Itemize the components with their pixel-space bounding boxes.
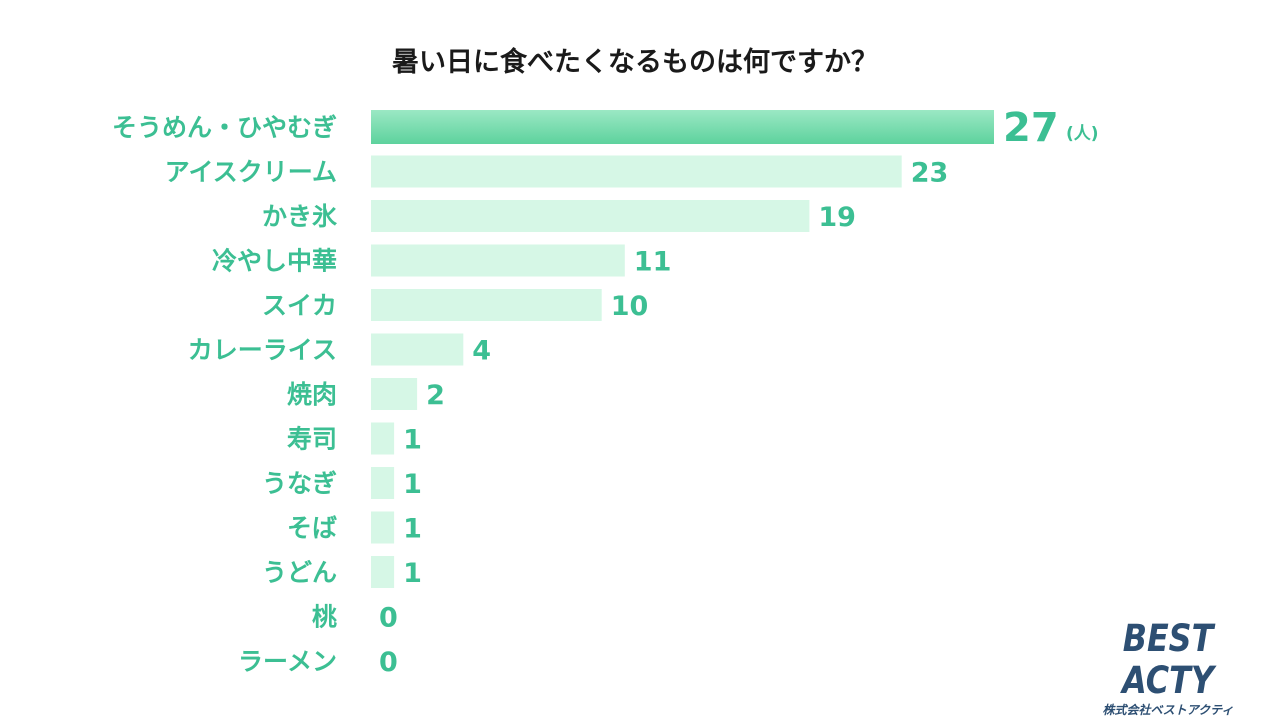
value-label: 1 [403,469,422,500]
company-logo: BEST ACTY 株式会社ベストアクティ [1068,618,1268,718]
bar [371,556,395,588]
logo-company-name: 株式会社ベストアクティ [1102,703,1234,717]
value-label: 1 [403,558,422,589]
value-label: 0 [379,647,398,678]
category-label: 寿司 [287,425,337,454]
value-label: 1 [403,514,422,545]
category-label: アイスクリーム [165,158,337,187]
category-label: スイカ [262,291,337,320]
value-label: 19 [818,202,856,233]
bar [371,333,464,366]
value-label: 10 [611,291,649,322]
bar [371,467,395,499]
bar [371,289,602,321]
value-label: 1 [403,425,422,456]
value-label: 2 [426,380,445,411]
category-label: うどん [262,558,337,587]
category-label: 桃 [312,603,337,632]
category-label: かき氷 [262,202,338,231]
category-label: うなぎ [262,469,337,498]
category-labels: そうめん・ひやむぎアイスクリームかき氷冷やし中華スイカカレーライス焼肉寿司うなぎ… [112,113,338,676]
value-label: 23 [911,158,949,189]
category-label: 焼肉 [287,380,337,409]
chart-title: 暑い日に食べたくなるものは何ですか？ [392,46,878,78]
unit-label: (人) [1066,124,1099,144]
bar [371,155,902,188]
bars-group [371,110,994,588]
value-label: 11 [634,247,672,278]
bar [371,422,395,455]
category-label: 冷やし中華 [212,247,337,276]
value-label: 0 [379,603,398,634]
category-label: そうめん・ひやむぎ [112,113,337,142]
bar [371,200,810,232]
category-label: ラーメン [238,647,337,676]
logo-wordmark: BEST ACTY [1122,617,1214,702]
bar [371,244,625,277]
value-label: 4 [472,336,491,367]
value-label: 27 [1003,105,1059,151]
bar [371,378,418,410]
bar [371,511,395,544]
bar [371,110,994,144]
category-label: カレーライス [188,336,337,365]
category-label: そば [287,514,337,543]
